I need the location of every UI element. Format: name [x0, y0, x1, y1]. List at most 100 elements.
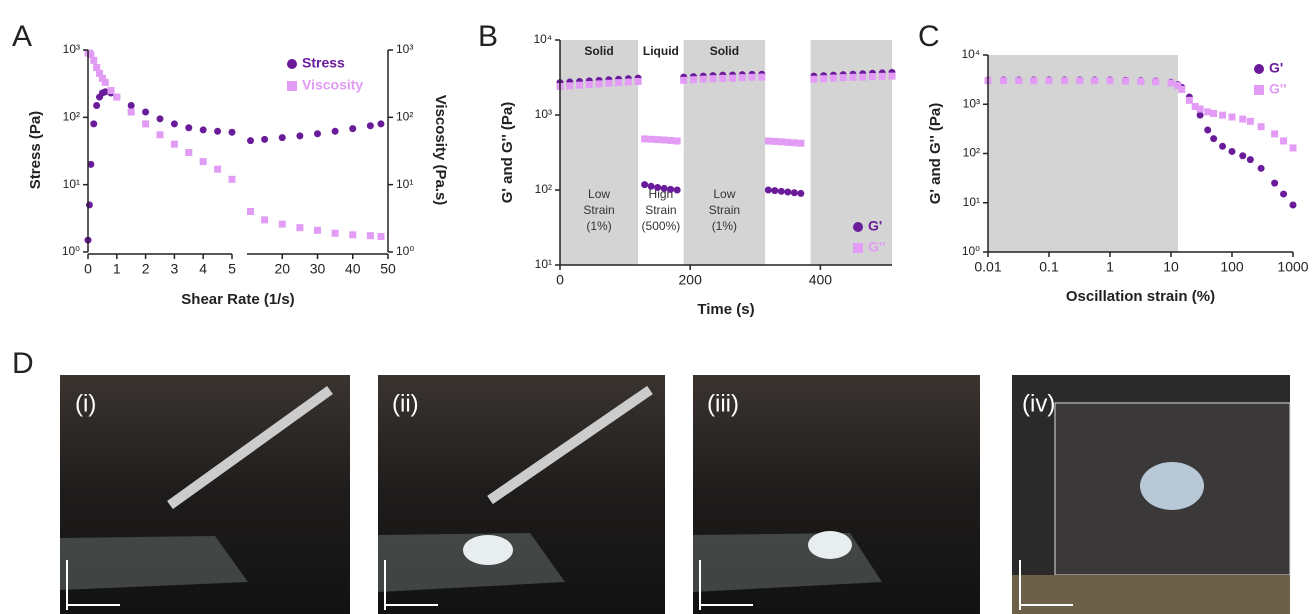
data-point	[1061, 77, 1069, 85]
data-point	[654, 136, 662, 144]
data-point	[667, 136, 675, 144]
data-point	[1178, 85, 1186, 93]
region-note: Strain	[645, 203, 676, 217]
data-point	[647, 182, 655, 190]
legend-label: G''	[1269, 81, 1287, 97]
data-point	[790, 139, 798, 147]
data-point	[849, 73, 857, 81]
data-point	[624, 78, 632, 86]
data-point	[777, 138, 785, 146]
data-point	[278, 134, 286, 142]
data-point	[1289, 144, 1297, 152]
axes-arrows	[1019, 560, 1073, 610]
data-point	[314, 130, 321, 138]
x-tick-label: 2	[142, 261, 150, 277]
region-note: (500%)	[642, 219, 681, 233]
data-point	[261, 135, 269, 143]
axis-title: G' and G'' (Pa)	[927, 103, 944, 205]
data-point	[615, 79, 623, 87]
legend-label: Viscosity	[302, 77, 363, 93]
data-point	[1015, 77, 1023, 85]
data-point	[839, 74, 847, 82]
x-tick-label: 4	[199, 261, 207, 277]
region-label: Solid	[584, 44, 613, 58]
data-point	[566, 82, 574, 90]
x-tick-label: 1	[1106, 259, 1114, 275]
axes-arrows	[384, 560, 438, 610]
region-note: (1%)	[586, 219, 611, 233]
data-point	[790, 189, 798, 197]
data-point	[1228, 147, 1236, 155]
x-tick-label: 0.01	[974, 259, 1001, 275]
data-point	[859, 73, 867, 81]
data-point	[142, 108, 150, 116]
region-note: Strain	[583, 203, 614, 217]
region-note: Low	[588, 187, 610, 201]
data-point	[185, 149, 193, 157]
data-point	[680, 76, 688, 84]
y-tick-label: 10³	[535, 107, 552, 121]
data-point	[1204, 108, 1212, 116]
glass-slide	[378, 533, 565, 592]
data-point	[699, 75, 707, 83]
legend-label: G'	[868, 218, 882, 234]
data-point	[107, 87, 115, 95]
data-point	[1167, 79, 1175, 87]
data-point	[771, 137, 779, 145]
data-point	[331, 127, 339, 135]
legend-label: G'	[1269, 60, 1283, 76]
data-point	[641, 135, 649, 143]
data-point	[1204, 126, 1212, 134]
x-tick-label: 1	[113, 261, 121, 277]
data-point	[127, 108, 135, 116]
panel-label: C	[918, 20, 940, 53]
data-point	[377, 120, 385, 128]
y-tick-label: 10³	[396, 42, 413, 56]
data-point	[1239, 115, 1247, 123]
y-tick-label: 10¹	[396, 177, 413, 191]
data-point	[185, 124, 193, 132]
legend-marker	[853, 243, 863, 253]
data-point	[719, 74, 727, 82]
glass-slide	[693, 533, 882, 592]
x-tick-label: 0	[556, 272, 564, 288]
x-tick-label: 40	[345, 261, 361, 277]
data-point	[1280, 190, 1288, 198]
x-tick-label: 0.1	[1039, 259, 1059, 275]
y-tick-label: 10²	[963, 146, 980, 160]
data-point	[1246, 117, 1254, 125]
data-point	[738, 74, 746, 82]
region-label: Liquid	[643, 44, 679, 58]
axis-title: Stress (Pa)	[27, 111, 44, 189]
data-point	[199, 126, 207, 134]
data-point	[605, 79, 613, 87]
panel-label: B	[478, 20, 498, 53]
legend-marker	[853, 222, 863, 232]
data-point	[1271, 130, 1279, 138]
data-point	[641, 181, 649, 189]
y-tick-label: 10⁰	[62, 244, 80, 258]
legend-label: G''	[868, 239, 886, 255]
y-tick-label: 10³	[963, 96, 980, 110]
data-point	[247, 207, 255, 215]
data-point	[366, 232, 374, 240]
data-point	[228, 128, 236, 136]
data-point	[784, 188, 792, 196]
legend-marker	[1254, 64, 1264, 74]
data-point	[758, 73, 766, 81]
photo-label: (iii)	[707, 390, 739, 417]
data-point	[349, 231, 357, 239]
data-point	[90, 56, 98, 64]
x-tick-label: 10	[1163, 259, 1179, 275]
data-point	[98, 74, 106, 82]
data-point	[634, 77, 642, 85]
x-tick-label: 50	[380, 261, 396, 277]
data-point	[93, 101, 101, 109]
photo-label: (ii)	[392, 390, 419, 417]
data-point	[1289, 201, 1297, 209]
data-point	[1076, 77, 1084, 85]
region-note: (1%)	[712, 219, 737, 233]
region-label: Solid	[710, 44, 739, 58]
x-tick-label: 3	[171, 261, 179, 277]
axis-title: Shear Rate (1/s)	[181, 291, 294, 308]
